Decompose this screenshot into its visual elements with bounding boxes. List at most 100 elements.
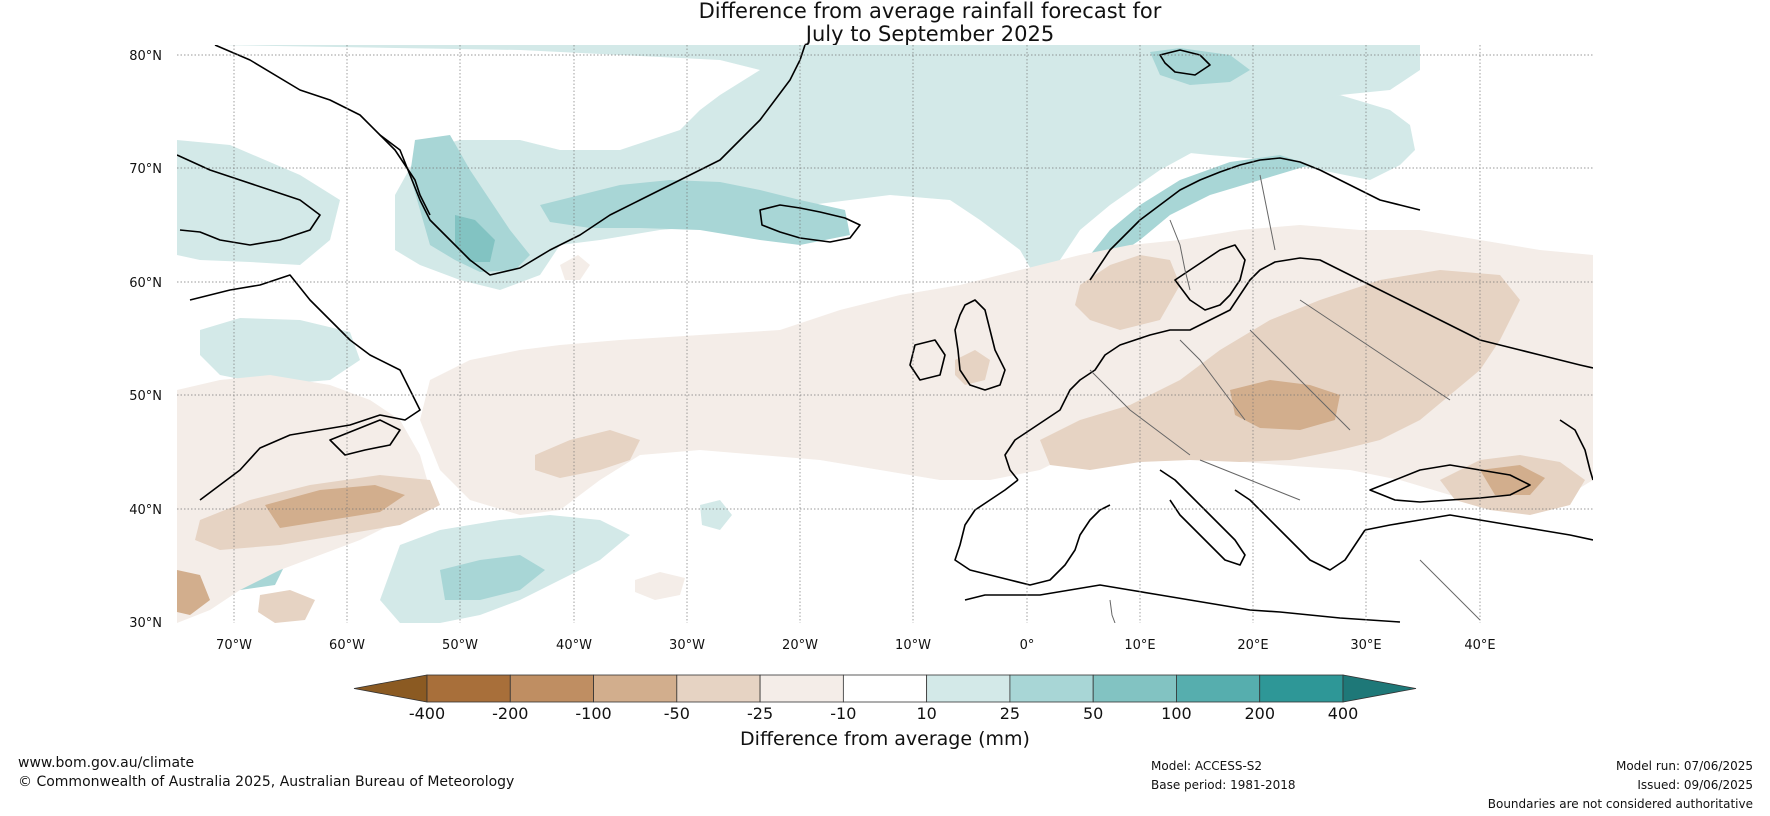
lon-label: 70°W — [216, 638, 252, 653]
coast-caspian — [1559, 419, 1593, 481]
lat-label: 80°N — [129, 49, 162, 64]
coast-labrador — [189, 274, 421, 501]
dry-region-subtropical — [258, 590, 315, 623]
coast-north-africa — [964, 584, 1401, 623]
colorbar-box — [1009, 674, 1094, 703]
colorbar: -400 -200 -100 -50 -25 -10 10 25 50 100 200 400 — [353, 674, 1417, 723]
coast-baltic — [1174, 244, 1246, 311]
coast-british-isles — [954, 299, 1006, 391]
lon-label: 10°W — [895, 638, 931, 653]
coast-svalbard — [1159, 49, 1211, 76]
country-borders — [1089, 174, 1481, 623]
lat-label: 30°N — [129, 616, 162, 631]
latitude-labels: 80°N 70°N 60°N 50°N 40°N 30°N — [129, 49, 162, 631]
coast-italy — [1159, 469, 1246, 566]
border-scandinavia — [1169, 219, 1191, 291]
dry-anomaly-regions — [177, 225, 1593, 623]
dry-region-southwest-far — [177, 570, 210, 615]
wet-region-svalbard — [1150, 48, 1250, 85]
border-north-africa — [1109, 599, 1116, 623]
wet-region-azores — [700, 500, 732, 530]
model-name: Model: ACCESS-S2 — [1151, 759, 1263, 773]
colorbar-tick-label: 25 — [1000, 704, 1020, 723]
wet-region-hudson-bay — [200, 318, 360, 385]
border-eastern-europe — [1249, 329, 1351, 431]
lon-label: 20°E — [1237, 638, 1268, 653]
website-link[interactable]: www.bom.gov.au/climate — [18, 755, 195, 771]
coast-nova-scotia — [329, 419, 401, 456]
map-title: Difference from average rainfall forecas… — [0, 0, 1770, 46]
dry-region-azores-patch — [635, 572, 685, 600]
coast-black-sea — [1369, 464, 1531, 503]
footer-model-info: Model: ACCESS-S2 Base period: 1981-2018 — [1151, 757, 1296, 795]
colorbar-box — [509, 674, 594, 703]
colorbar-box — [1259, 674, 1344, 703]
coast-baffin — [177, 154, 321, 246]
border-finland — [1259, 174, 1276, 251]
coast-balkans — [1234, 489, 1366, 571]
wet-region-subtropical-atlantic-core — [440, 555, 545, 600]
lon-label: 40°W — [556, 638, 592, 653]
colorbar-box — [593, 674, 678, 703]
colorbar-box — [759, 674, 844, 703]
colorbar-box — [1176, 674, 1261, 703]
longitude-labels: 70°W 60°W 50°W 40°W 30°W 20°W 10°W 0° 10… — [216, 638, 1496, 653]
colorbar-title: Difference from average (mm) — [740, 728, 1030, 750]
coast-greenland — [214, 45, 806, 276]
title-line-2: July to September 2025 — [805, 22, 1055, 46]
dry-region-atlantic-patch — [535, 430, 640, 478]
border-middle-east — [1419, 559, 1481, 621]
lon-label: 30°E — [1350, 638, 1381, 653]
graticule — [177, 45, 1593, 623]
lon-label: 60°W — [329, 638, 365, 653]
wet-region-norway-coast — [1090, 155, 1310, 260]
wet-region-greenland-core — [455, 215, 495, 262]
lat-label: 40°N — [129, 503, 162, 518]
dry-region-scandinavia — [1075, 255, 1180, 330]
coast-iceland — [759, 204, 861, 243]
issued-date: Issued: 09/06/2025 — [1637, 778, 1753, 792]
wet-region-north-atlantic — [215, 45, 1420, 290]
coast-ireland — [909, 339, 946, 381]
footer-run-info: Model run: 07/06/2025 Issued: 09/06/2025… — [1488, 757, 1753, 814]
wet-region-greenland-south — [410, 135, 530, 272]
lon-label: 40°E — [1464, 638, 1495, 653]
colorbar-tick-label: -50 — [664, 704, 690, 723]
lon-label: 0° — [1020, 638, 1035, 653]
lon-label: 20°W — [782, 638, 818, 653]
wet-anomaly-regions — [177, 45, 1420, 623]
colorbar-tick-label: -200 — [492, 704, 528, 723]
lon-label: 10°E — [1124, 638, 1155, 653]
colorbar-tick-label: 50 — [1083, 704, 1103, 723]
dry-region-southwest-core — [265, 485, 405, 528]
coast-iberia — [954, 479, 1111, 586]
coast-turkey — [1364, 514, 1593, 541]
lon-label: 30°W — [669, 638, 705, 653]
title-line-1: Difference from average rainfall forecas… — [698, 0, 1162, 23]
lat-label: 70°N — [129, 162, 162, 177]
coastlines — [177, 45, 1593, 623]
colorbar-extend-high — [1342, 674, 1417, 703]
colorbar-tick-label: -25 — [747, 704, 773, 723]
dry-region-europe — [1040, 270, 1520, 470]
coast-europe — [1004, 257, 1593, 481]
colorbar-box — [842, 674, 928, 703]
base-period: Base period: 1981-2018 — [1151, 778, 1296, 792]
colorbar-extend-low — [353, 674, 428, 703]
colorbar-tick-label: -400 — [409, 704, 445, 723]
border-balkans — [1199, 459, 1301, 501]
wet-region-scandinavia-norway-sea — [1095, 95, 1415, 180]
colorbar-box — [1092, 674, 1177, 703]
border-germany-poland — [1179, 339, 1246, 421]
copyright-text: © Commonwealth of Australia 2025, Austra… — [18, 774, 515, 790]
dry-region-greenland-sea-patch — [560, 255, 590, 280]
lon-label: 50°W — [442, 638, 478, 653]
colorbar-tick-label: 100 — [1161, 704, 1192, 723]
lat-label: 60°N — [129, 276, 162, 291]
coast-scandinavia — [1089, 157, 1421, 281]
coast-greenland-west — [379, 134, 431, 216]
colorbar-box — [926, 674, 1011, 703]
model-run-date: Model run: 07/06/2025 — [1615, 759, 1753, 773]
colorbar-tick-label: 200 — [1244, 704, 1275, 723]
